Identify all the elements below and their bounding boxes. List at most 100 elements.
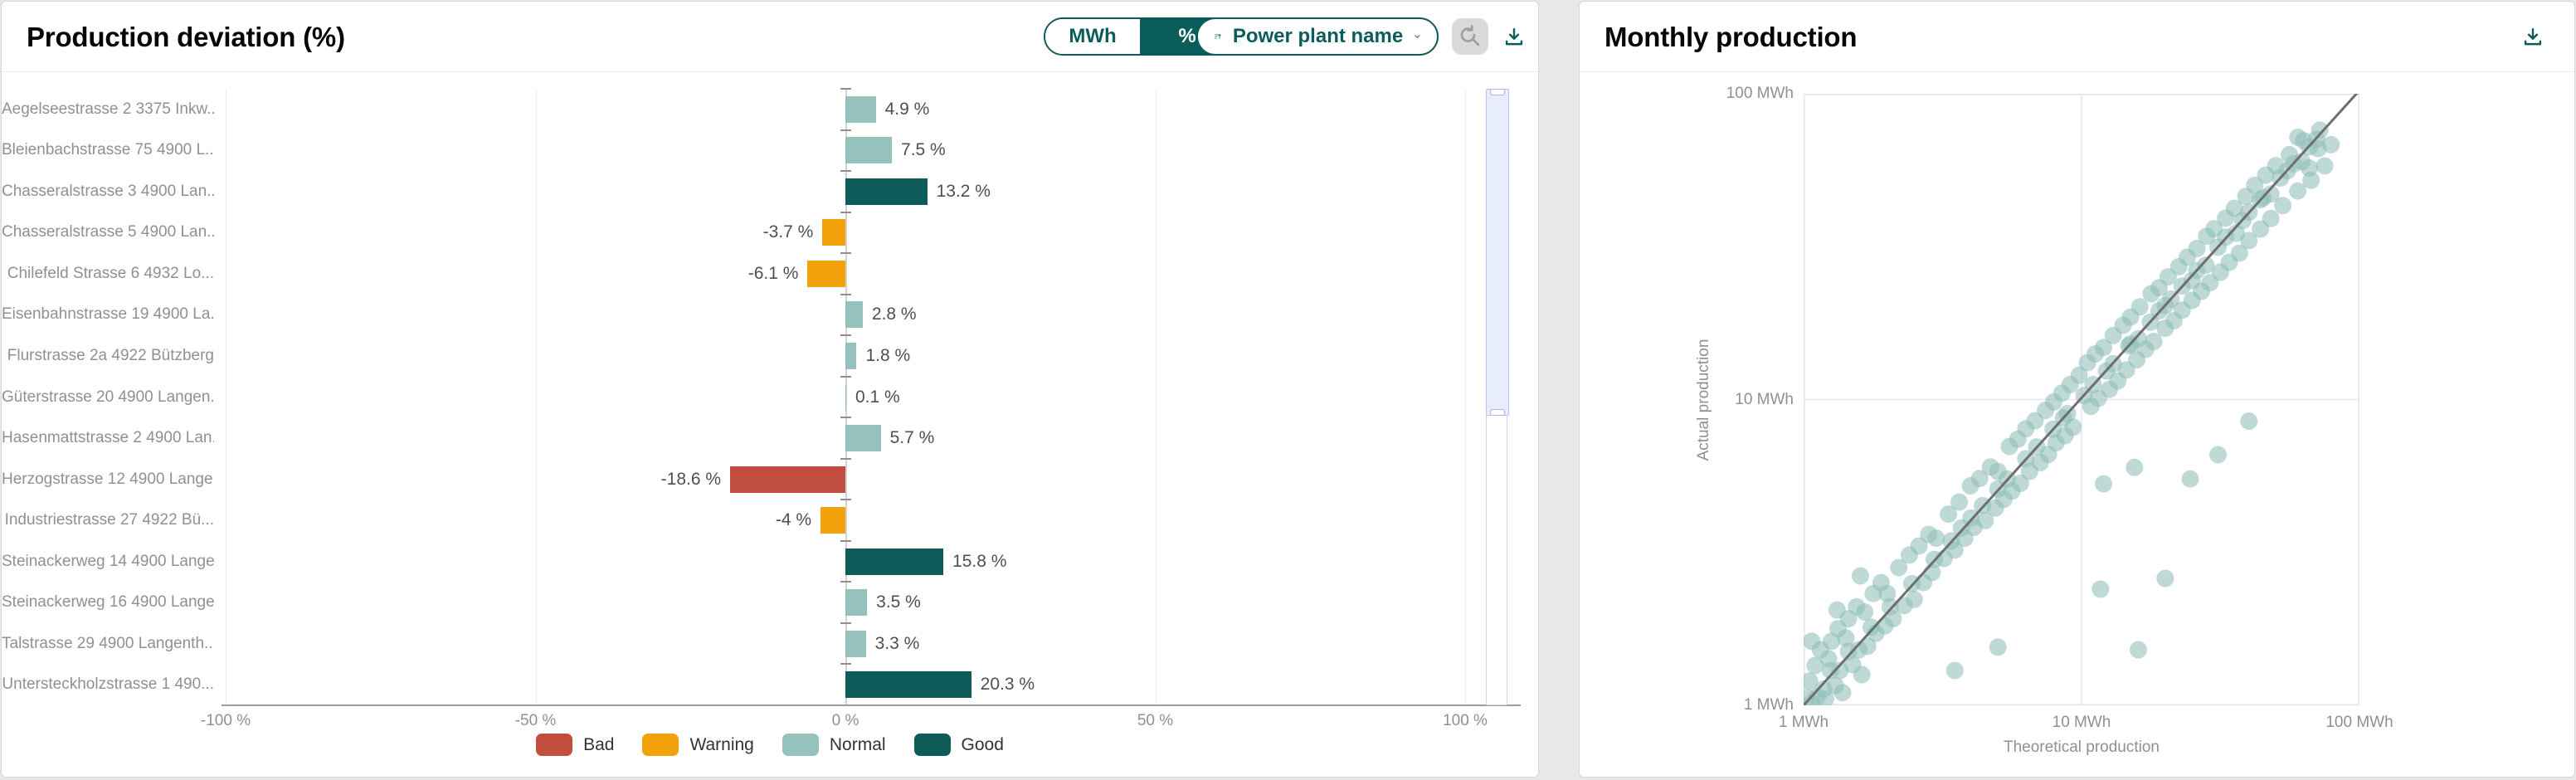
legend-item-good[interactable]: Good [913,734,1004,756]
bar-good[interactable] [845,671,971,699]
scatter-point[interactable] [1910,537,1928,555]
scatter-point[interactable] [1905,590,1923,608]
scatter-point[interactable] [1856,603,1874,621]
scatter-point[interactable] [1950,493,1969,511]
scatter-point[interactable] [1862,618,1880,636]
scatter-point[interactable] [2225,199,2243,217]
scatter-point[interactable] [1940,505,1958,524]
scatter-point[interactable] [1976,511,1994,529]
scatter-point[interactable] [2181,470,2199,488]
category-axis-tick [840,499,851,501]
reset-zoom-button[interactable] [1452,18,1488,55]
scatter-point[interactable] [2011,475,2029,492]
bar-normal[interactable] [845,301,863,329]
scatter-point[interactable] [2130,298,2149,316]
legend-swatch [913,734,951,756]
bar-normal[interactable] [845,630,866,657]
category-label: Steinackerweg 16 4900 Lange... [2,593,214,612]
bar-value-label: -3.7 % [762,222,814,242]
scatter-point[interactable] [2274,197,2292,215]
category-label: Eisenbahnstrasse 19 4900 La... [2,305,214,324]
bar-chart-legend: Bad Warning Normal Good [2,734,1538,756]
bar-bad[interactable] [730,466,845,493]
scatter-y-tick: 1 MWh [1743,696,1794,714]
scatter-point[interactable] [1927,529,1945,548]
bar-warning[interactable] [807,260,845,287]
scatter-point[interactable] [1952,519,1970,537]
scatter-point[interactable] [2240,412,2258,430]
scatter-point[interactable] [1989,638,2007,656]
scatter-point[interactable] [2156,569,2174,587]
scatter-point[interactable] [2246,176,2264,194]
scatter-point[interactable] [1858,637,1877,656]
unit-toggle-mwh[interactable]: MWh [1045,19,1140,54]
scatter-point[interactable] [1970,470,1989,488]
bar-value-label: 5.7 % [889,428,935,448]
scatter-point[interactable] [2095,475,2112,493]
scatter-point[interactable] [2315,157,2334,175]
legend-item-warning[interactable]: Warning [642,734,754,756]
scatter-point[interactable] [2262,209,2280,227]
scrollbar-thumb[interactable] [1486,89,1509,416]
scatter-point[interactable] [2145,332,2163,350]
scatter-point[interactable] [1890,558,1908,577]
scatter-point[interactable] [1945,661,1964,680]
bar-value-label: 13.2 % [936,181,991,201]
scatter-point[interactable] [1878,584,1897,602]
bar-good[interactable] [845,548,944,575]
scatter-point[interactable] [2188,239,2206,257]
scatter-point[interactable] [2095,339,2112,357]
scatter-plot-area[interactable] [1804,94,2359,705]
scrollbar-thumb-bottom-handle[interactable] [1490,409,1505,416]
scatter-point[interactable] [1828,601,1846,619]
scatter-point[interactable] [2252,220,2270,238]
scatter-point[interactable] [2091,580,2110,598]
scatter-x-tick: 1 MWh [1778,714,1829,731]
bar-chart-plot-area[interactable]: 4.9 % 7.5 % 13.2 % -3.7 % -6.1 % 2.8 % 1.8 % 0.… [226,88,1520,706]
scatter-point[interactable] [1851,567,1869,585]
category-axis-tick [840,457,851,460]
bar-normal[interactable] [845,342,857,369]
legend-item-bad[interactable]: Bad [536,734,614,756]
scatter-point[interactable] [1806,656,1824,675]
bar-normal[interactable] [845,137,893,164]
bar-normal[interactable] [845,95,876,123]
bar-value-label: 7.5 % [901,140,946,160]
bar-warning[interactable] [821,507,845,534]
download-left-chart-button[interactable] [1498,22,1530,53]
scatter-point[interactable] [2070,366,2088,384]
scatter-point[interactable] [1839,642,1858,661]
bar-normal[interactable] [845,383,846,411]
sort-ascending-icon [1215,33,1221,39]
scatter-point[interactable] [1881,597,1899,616]
legend-item-normal[interactable]: Normal [782,734,886,756]
bar-good[interactable] [845,178,928,205]
scatter-point[interactable] [1804,672,1819,690]
category-label: Flurstrasse 2a 4922 Bützberg [7,346,214,364]
scatter-point[interactable] [2126,458,2144,476]
scatter-point[interactable] [2230,244,2248,262]
scatter-point[interactable] [2240,232,2258,250]
scatter-point[interactable] [2129,641,2147,659]
legend-swatch [782,734,819,756]
scatter-point[interactable] [2289,182,2307,200]
scatter-point[interactable] [1822,661,1839,680]
scatter-point[interactable] [1853,665,1871,684]
bar-normal[interactable] [845,589,868,617]
scatter-point[interactable] [2209,446,2228,464]
bar-warning[interactable] [822,219,845,246]
scatter-point[interactable] [2322,135,2340,154]
scatter-point[interactable] [1833,684,1852,702]
download-right-chart-button[interactable] [2517,22,2549,53]
bar-value-label: -4 % [775,510,812,530]
scatter-point[interactable] [1804,632,1821,651]
scatter-point[interactable] [2289,128,2307,146]
category-axis-tick [840,375,851,378]
sort-dropdown[interactable]: Power plant name [1196,17,1439,56]
scatter-point[interactable] [1837,629,1855,647]
scatter-x-tick: 10 MWh [2052,714,2111,731]
bar-normal[interactable] [845,425,881,452]
scrollbar-thumb-top-handle[interactable] [1490,89,1505,95]
scatter-point[interactable] [1817,690,1834,705]
chart-vertical-scrollbar[interactable] [1486,89,1509,705]
